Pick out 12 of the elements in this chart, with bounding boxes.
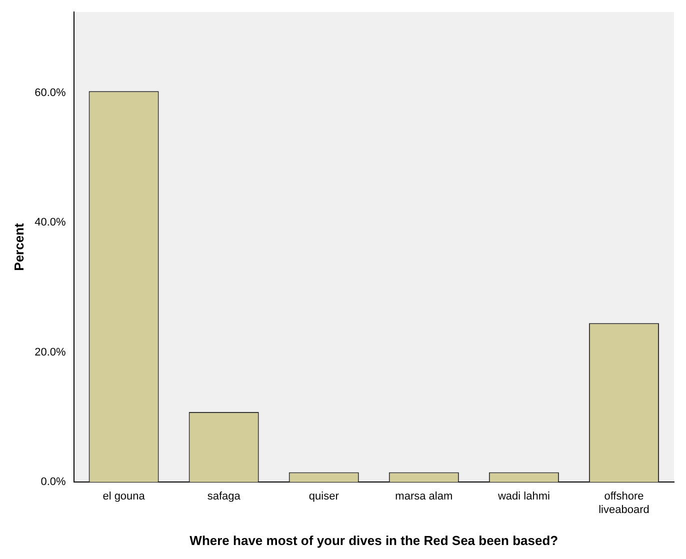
x-tick-label: marsa alam <box>395 490 453 503</box>
y-axis-title: Percent <box>11 222 26 271</box>
x-tick-label: wadi lahmi <box>496 490 550 503</box>
y-tick-label: 60.0% <box>34 87 66 100</box>
x-tick-label: el gouna <box>102 490 146 503</box>
x-tick-label: safaga <box>207 490 242 503</box>
x-tick-label: offshore liveaboard <box>598 490 650 516</box>
y-tick-label: 20.0% <box>34 346 66 358</box>
y-tick-label: 40.0% <box>34 216 66 229</box>
x-tick-label: quiser <box>308 490 340 503</box>
x-axis-title: Where have most of your dives in the Red Sea been based? <box>190 532 558 548</box>
y-tick-label: 0.0% <box>40 476 66 488</box>
